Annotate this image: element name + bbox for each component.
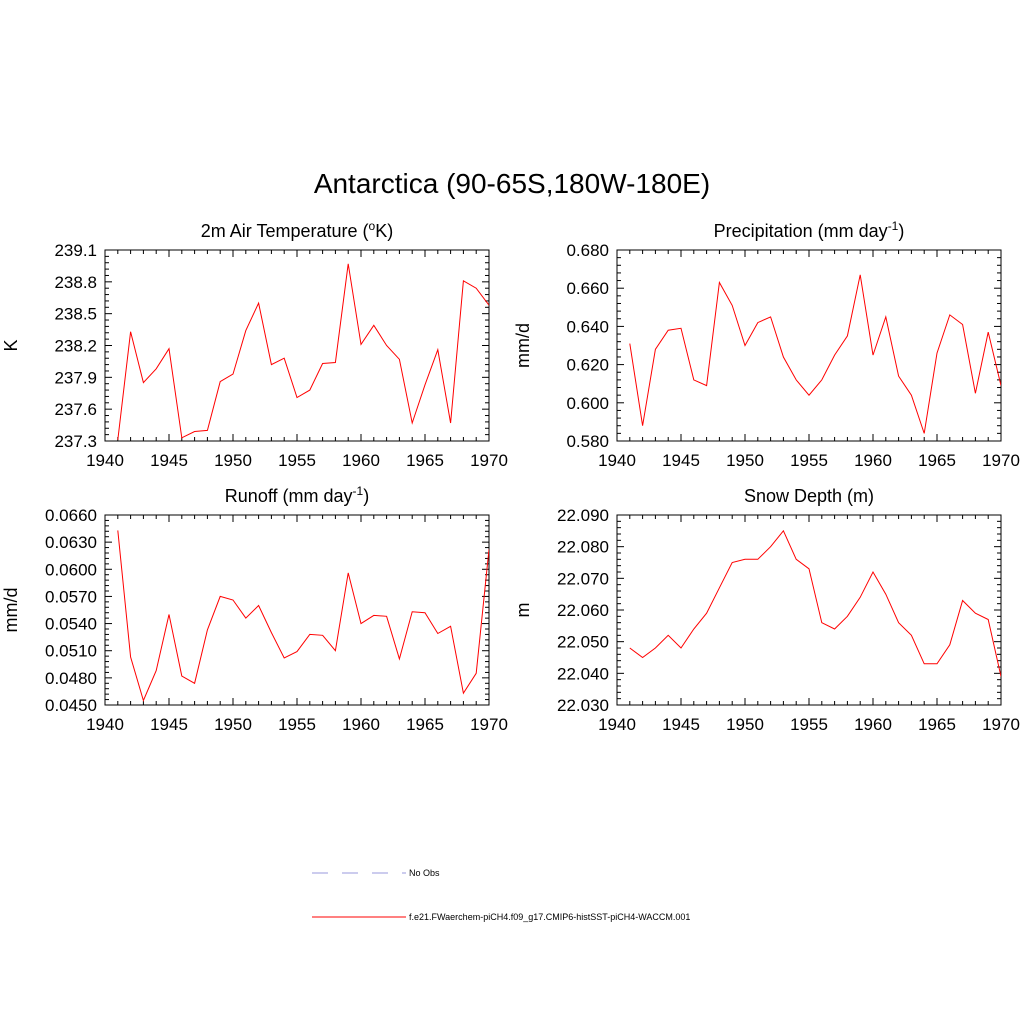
x-tick-label: 1940 <box>86 451 124 470</box>
plot-frame <box>104 249 490 442</box>
panel-3: Runoff (mm day-1) mm/d 1940 1945 1950 1955 196… <box>1 484 508 734</box>
panel-2: Precipitation (mm day-1) mm/d 1940 1945 1950… <box>513 219 1020 470</box>
x-tick-label: 1955 <box>278 715 316 734</box>
y-tick-label: 22.030 <box>557 696 609 715</box>
x-tick-label: 1970 <box>982 451 1020 470</box>
x-tick-label: 1950 <box>726 715 764 734</box>
x-tick-label: 1960 <box>854 451 892 470</box>
y-tick-label: 0.0540 <box>45 615 97 634</box>
y-tick-label: 0.620 <box>566 356 609 375</box>
y-tick-label: 0.660 <box>566 279 609 298</box>
y-tick-label: 237.3 <box>54 432 97 451</box>
x-tick-label: 1950 <box>214 451 252 470</box>
y-axis-label: m <box>513 603 533 618</box>
y-tick-label: 0.0600 <box>45 560 97 579</box>
x-tick-label: 1965 <box>918 451 956 470</box>
y-tick-label: 0.0660 <box>45 506 97 525</box>
x-tick-label: 1960 <box>854 715 892 734</box>
plot-frame <box>616 249 1002 442</box>
series-line <box>117 263 489 440</box>
series-line <box>117 530 489 702</box>
plot-frame <box>616 514 1002 706</box>
y-axis-label: mm/d <box>1 588 21 633</box>
y-tick-label: 22.090 <box>557 506 609 525</box>
x-tick-label: 1965 <box>406 715 444 734</box>
y-tick-label: 0.0480 <box>45 669 97 688</box>
panel-title: Precipitation (mm day-1) <box>714 219 905 241</box>
y-tick-label: 237.6 <box>54 400 97 419</box>
x-tick-label: 1955 <box>790 715 828 734</box>
y-tick-label: 0.680 <box>566 241 609 260</box>
x-tick-label: 1970 <box>470 715 508 734</box>
x-tick-label: 1945 <box>150 715 188 734</box>
y-tick-label: 22.070 <box>557 569 609 588</box>
y-tick-label: 22.060 <box>557 601 609 620</box>
panel-title: 2m Air Temperature (oK) <box>201 219 393 241</box>
series-line <box>629 274 1001 434</box>
y-tick-label: 0.0630 <box>45 533 97 552</box>
x-tick-label: 1940 <box>598 451 636 470</box>
x-tick-label: 1960 <box>342 715 380 734</box>
panel-1: 2m Air Temperature (oK) K 1940 1945 1950 1955… <box>1 219 508 470</box>
x-tick-label: 1945 <box>662 715 700 734</box>
plot-frame <box>104 514 490 706</box>
x-tick-label: 1940 <box>598 715 636 734</box>
panel-title: Runoff (mm day-1) <box>225 484 369 506</box>
x-tick-label: 1950 <box>214 715 252 734</box>
legend-lines <box>312 872 406 918</box>
y-tick-label: 0.0450 <box>45 696 97 715</box>
y-tick-label: 237.9 <box>54 368 97 387</box>
figure-title: Antarctica (90-65S,180W-180E) <box>313 168 711 199</box>
y-tick-label: 22.050 <box>557 633 609 652</box>
y-tick-label: 0.0570 <box>45 587 97 606</box>
y-tick-label: 22.080 <box>557 538 609 557</box>
y-tick-label: 0.0510 <box>45 642 97 661</box>
x-tick-label: 1945 <box>662 451 700 470</box>
x-tick-label: 1955 <box>278 451 316 470</box>
x-tick-label: 1970 <box>982 715 1020 734</box>
y-tick-label: 0.600 <box>566 394 609 413</box>
y-tick-label: 0.580 <box>566 432 609 451</box>
x-tick-label: 1950 <box>726 451 764 470</box>
y-tick-label: 239.1 <box>54 241 97 260</box>
y-tick-label: 238.5 <box>54 305 97 324</box>
y-tick-label: 22.040 <box>557 664 609 683</box>
panel-4: Snow Depth (m) m 1940 1945 1950 1955 1960 1965 1… <box>513 486 1020 734</box>
x-tick-label: 1965 <box>406 451 444 470</box>
panel-title: Snow Depth (m) <box>744 486 874 506</box>
y-tick-label: 238.8 <box>54 273 97 292</box>
x-tick-label: 1945 <box>150 451 188 470</box>
x-tick-label: 1940 <box>86 715 124 734</box>
x-tick-label: 1970 <box>470 451 508 470</box>
y-axis-label: K <box>1 339 21 351</box>
y-tick-label: 238.2 <box>54 337 97 356</box>
x-tick-label: 1965 <box>918 715 956 734</box>
y-axis-label: mm/d <box>513 323 533 368</box>
x-tick-label: 1960 <box>342 451 380 470</box>
series-line <box>629 529 1001 677</box>
y-tick-label: 0.640 <box>566 317 609 336</box>
x-tick-label: 1955 <box>790 451 828 470</box>
